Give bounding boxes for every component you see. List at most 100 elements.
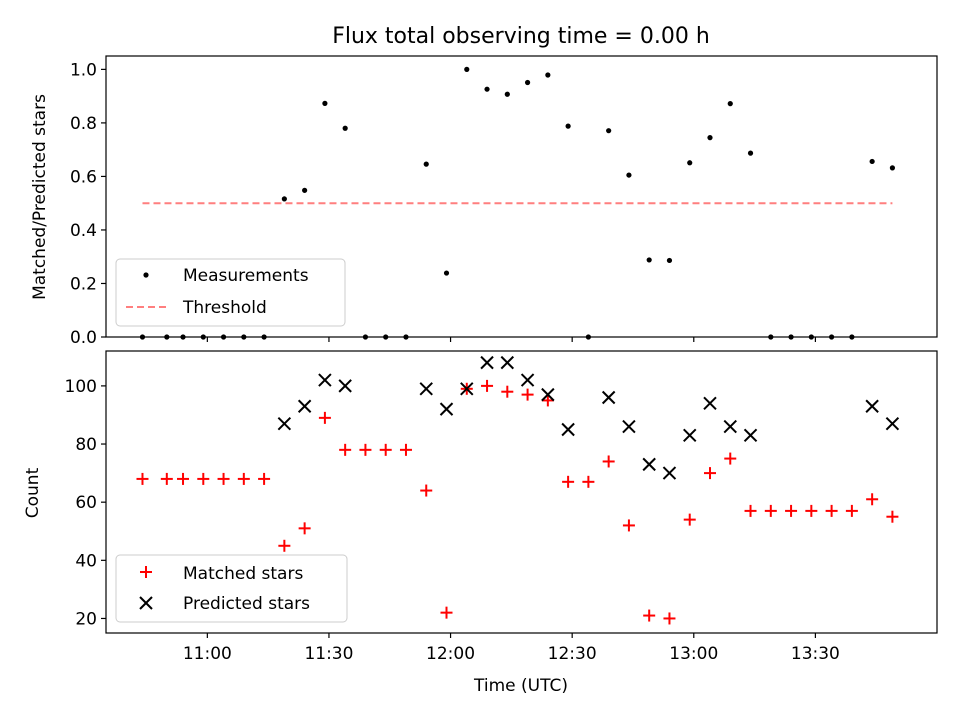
measurement-point (666, 257, 673, 264)
predicted-stars-point (601, 390, 616, 405)
matched-stars-point (744, 504, 757, 517)
predicted-stars-point (622, 419, 636, 434)
matched-stars-point (258, 472, 271, 485)
predicted-stars-point (541, 387, 555, 402)
bottom-axes-frame (105, 350, 938, 634)
predicted-stars-point (662, 466, 677, 480)
bottom-plot-area (136, 355, 900, 625)
matched-stars-point (237, 472, 250, 485)
x-tick-label: 13:30 (791, 644, 840, 664)
bottom-legend: Matched stars Predicted stars (115, 554, 348, 623)
legend-label-matched-stars: Matched stars (183, 564, 303, 584)
legend-marker-predicted (139, 596, 153, 610)
matched-stars-point (521, 388, 534, 401)
matched-stars-point (177, 472, 190, 485)
matched-stars-point (582, 475, 595, 488)
measurement-point (606, 128, 612, 134)
matched-stars-point (785, 504, 798, 517)
y-tick-label: 80 (75, 435, 97, 455)
predicted-stars-point (297, 399, 312, 413)
x-tick-label: 11:30 (304, 644, 353, 664)
measurement-point (889, 165, 896, 171)
predicted-stars-point (480, 355, 494, 370)
predicted-stars-point (723, 419, 737, 434)
bottom-legend-box (115, 554, 348, 623)
predicted-stars-point (460, 382, 474, 396)
matched-stars-point (724, 452, 737, 465)
measurement-point (464, 66, 470, 72)
y-tick-label: 0.4 (70, 221, 97, 241)
bottom-x-ticks: 11:00 11:30 12:00 12:30 13:00 13:30 (183, 633, 840, 664)
measurement-point (322, 100, 328, 106)
matched-stars-point (663, 612, 676, 625)
matched-stars-point (703, 467, 716, 480)
matched-stars-point (318, 411, 331, 424)
predicted-stars-point (419, 382, 433, 396)
y-tick-label: 1.0 (70, 60, 97, 80)
matched-stars-point (197, 472, 210, 485)
x-tick-label: 12:30 (548, 644, 597, 664)
predicted-stars-point (277, 416, 292, 431)
y-tick-label: 100 (65, 377, 97, 397)
legend-label-threshold: Threshold (182, 298, 267, 318)
legend-marker-matched (140, 566, 152, 578)
measurement-point (687, 160, 693, 166)
measurement-point (869, 158, 875, 165)
bottom-y-axis-label: Count (23, 467, 43, 518)
predicted-stars-point (520, 373, 535, 387)
predicted-stars-point (703, 396, 717, 411)
matched-stars-point (278, 539, 291, 552)
measurement-point (302, 187, 308, 193)
predicted-stars-point (865, 399, 879, 413)
x-tick-label: 13:00 (669, 644, 718, 664)
matched-stars-point (420, 484, 433, 497)
legend-label-measurements: Measurements (183, 266, 309, 286)
matched-stars-point (136, 472, 149, 485)
predicted-stars-point (561, 422, 575, 437)
x-tick-label: 12:00 (426, 644, 475, 664)
measurement-point (646, 257, 652, 263)
top-panel-title: Flux total observing time = 0.00 h (332, 24, 710, 49)
y-tick-label: 0.0 (70, 328, 97, 348)
top-legend: Measurements Threshold (115, 258, 346, 327)
matched-stars-point (379, 443, 392, 456)
top-axes-frame (105, 55, 938, 338)
matched-stars-point (886, 510, 899, 523)
matched-stars-point (805, 504, 818, 517)
top-legend-box (115, 258, 346, 327)
matched-stars-point (562, 475, 575, 488)
measurement-point (423, 161, 429, 167)
predicted-stars-point (885, 416, 900, 431)
matched-stars-point (481, 379, 494, 392)
y-tick-label: 0.2 (70, 274, 97, 294)
measurement-point (484, 86, 490, 92)
y-tick-label: 60 (75, 493, 97, 513)
measurement-point (565, 123, 571, 129)
matched-stars-point (845, 504, 858, 517)
matched-stars-point (160, 472, 173, 485)
top-plot-area (139, 66, 896, 340)
predicted-stars-point (338, 379, 352, 393)
x-tick-label: 11:00 (183, 644, 232, 664)
matched-stars-point (339, 443, 352, 456)
measurement-point (524, 79, 531, 86)
matched-stars-point (764, 504, 777, 517)
measurement-point (281, 196, 287, 202)
matched-stars-point (359, 443, 372, 456)
bottom-x-axis-label: Time (UTC) (473, 676, 568, 696)
measurement-point (727, 101, 733, 107)
measurement-point (342, 125, 348, 131)
measurement-point (443, 270, 450, 276)
predicted-stars-point (439, 402, 454, 416)
predicted-stars-point (683, 428, 697, 443)
top-x-ticks (206, 337, 816, 342)
predicted-stars-point (642, 457, 656, 472)
matched-stars-point (440, 606, 453, 619)
measurement-point (504, 91, 510, 97)
predicted-stars-point (743, 428, 758, 443)
y-tick-label: 0.8 (70, 114, 97, 134)
y-tick-label: 0.6 (70, 167, 97, 187)
top-y-ticks: 0.0 0.2 0.4 0.6 0.8 1.0 (70, 60, 106, 348)
y-tick-label: 20 (75, 609, 97, 629)
